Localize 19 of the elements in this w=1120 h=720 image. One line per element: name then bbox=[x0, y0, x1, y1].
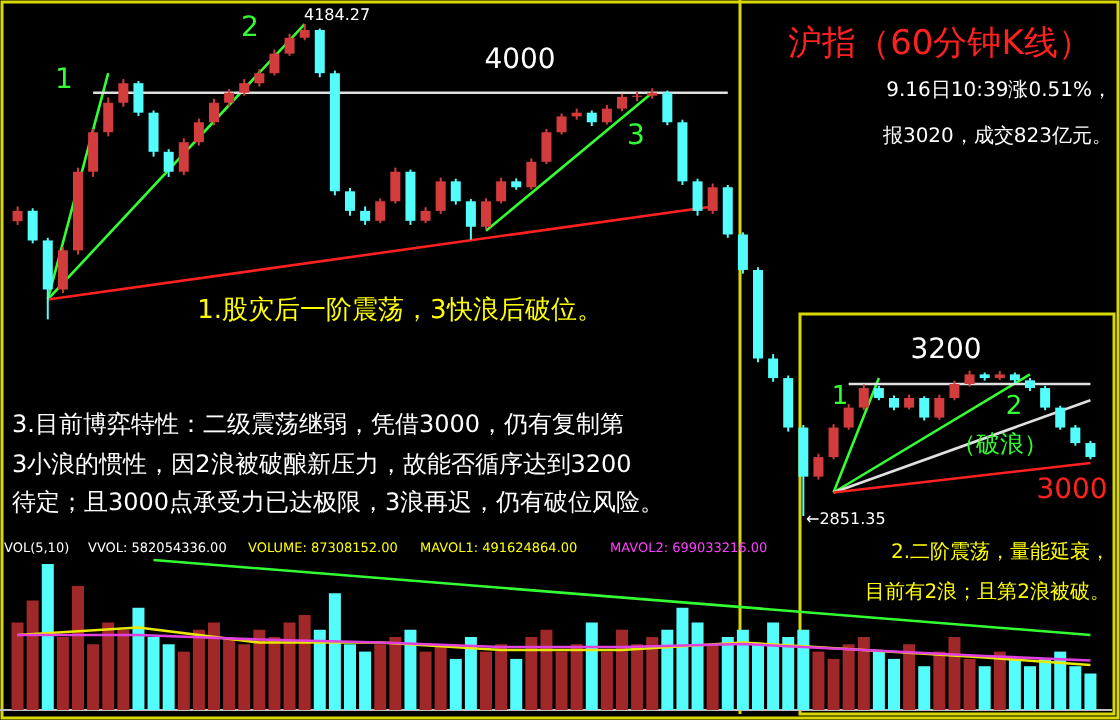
annotation: 3.目前博弈特性：二级震荡继弱，凭借3000，仍有复制第 bbox=[12, 410, 624, 438]
annotation: 1.股灾后一阶震荡，3快浪后破位。 bbox=[197, 294, 603, 326]
annotation: 3200 bbox=[910, 334, 982, 366]
annotation: 9.16日10:39涨0.51%， bbox=[886, 78, 1112, 102]
annotation: 待定；且3000点承受力已达极限，3浪再迟，仍有破位风险。 bbox=[12, 488, 665, 516]
annotation: ←2851.35 bbox=[806, 510, 886, 528]
annotation: 目前有2浪；且第2浪被破。 bbox=[864, 580, 1110, 604]
annotation: 1 bbox=[55, 64, 73, 96]
annotation: 2 bbox=[241, 12, 259, 44]
annotation: 1 bbox=[831, 382, 849, 412]
annotation: 3000 bbox=[1036, 474, 1108, 506]
annotation: 3小浪的惯性，因2浪被破酿新压力，故能否循序达到3200 bbox=[12, 450, 632, 478]
chart-title: 沪指（60分钟K线） bbox=[788, 24, 1092, 64]
annotation: 2 bbox=[1005, 392, 1023, 422]
annotation: 报3020，成交823亿元。 bbox=[880, 124, 1112, 148]
annotation: 4000 bbox=[484, 44, 556, 76]
annotation: 3 bbox=[627, 120, 645, 152]
annotation: 2.二阶震荡，量能延衰， bbox=[890, 540, 1110, 564]
annotation: 4184.27 bbox=[304, 6, 371, 24]
